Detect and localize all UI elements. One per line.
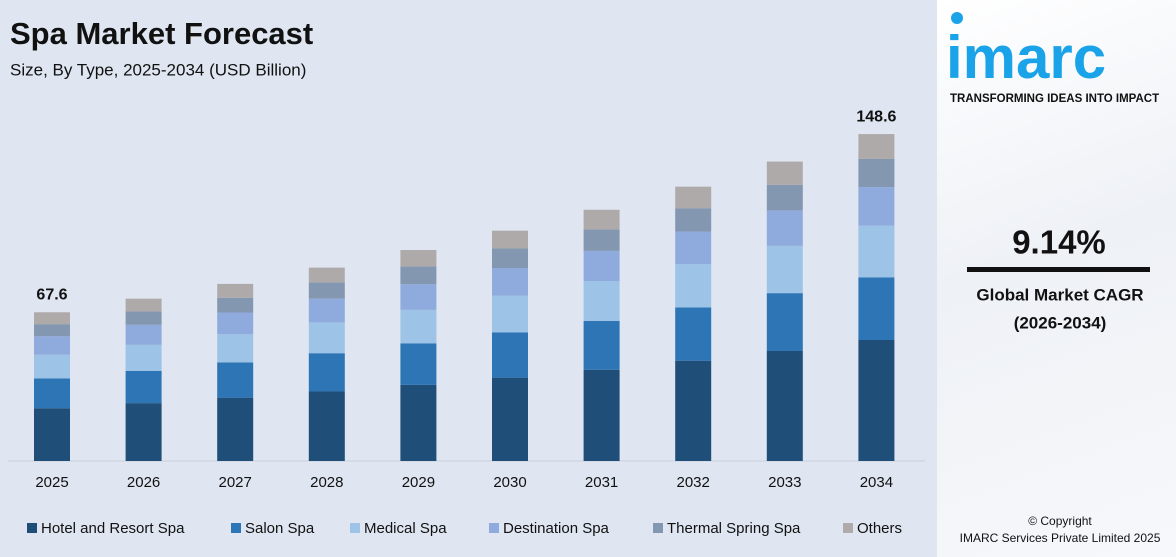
bar-segment (492, 377, 528, 461)
bar-segment (675, 360, 712, 461)
bar-segment (583, 320, 620, 370)
bar-segment (583, 209, 620, 230)
cagr-value: 9.14% (1012, 224, 1106, 261)
bar-segment (125, 298, 162, 312)
bar-segment (34, 408, 70, 461)
bar-segment (492, 230, 528, 249)
x-tick-label: 2030 (493, 474, 526, 491)
bar-segment (583, 250, 620, 282)
bar-segment (125, 324, 162, 345)
bar-segment (217, 297, 254, 313)
bar-segment (400, 384, 437, 461)
bar-segment (858, 225, 895, 278)
bar-segment (400, 266, 437, 285)
bar-segment (34, 378, 70, 409)
x-tick-label: 2025 (35, 474, 68, 491)
legend-swatch (489, 523, 499, 533)
legend-label: Thermal Spring Spa (667, 520, 801, 537)
bar-segment (766, 293, 803, 351)
bar-segment (675, 208, 712, 232)
legend-label: Salon Spa (245, 520, 315, 537)
legend-label: Destination Spa (503, 520, 610, 537)
bar-segment (34, 312, 70, 325)
bar-segment (858, 277, 895, 340)
bar-segment (308, 282, 345, 299)
bar-segment (308, 322, 345, 354)
x-tick-label: 2032 (677, 474, 710, 491)
copyright: © Copyright (1028, 514, 1092, 528)
bar-segment (766, 161, 803, 185)
cagr-rule (967, 267, 1150, 272)
bar-segment (217, 283, 254, 298)
bar-segment (125, 403, 162, 461)
bar-segment (675, 186, 712, 209)
tagline: TRANSFORMING IDEAS INTO IMPACT (950, 93, 1159, 105)
bar-segment (34, 354, 70, 379)
x-tick-label: 2034 (860, 474, 893, 491)
legend-label: Others (857, 520, 902, 537)
x-tick-label: 2026 (127, 474, 160, 491)
bar-segment (675, 264, 712, 308)
bar-segment (766, 184, 803, 211)
cagr-period: (2026-2034) (1014, 313, 1107, 332)
bar-segment (492, 268, 528, 296)
bar-segment (400, 284, 437, 310)
side-panel (937, 0, 1176, 557)
chart-title: Spa Market Forecast (10, 16, 313, 51)
legend-swatch (653, 523, 663, 533)
bar-segment (125, 344, 162, 371)
legend-swatch (231, 523, 241, 533)
bar-segment (400, 250, 437, 267)
chart-subtitle: Size, By Type, 2025-2034 (USD Billion) (10, 60, 306, 79)
bar-segment (400, 309, 437, 344)
bar-segment (125, 311, 162, 325)
bar-segment (766, 210, 803, 246)
bar-segment (583, 229, 620, 251)
bar-segment (217, 312, 254, 335)
legend-swatch (27, 523, 37, 533)
x-tick-label: 2031 (585, 474, 618, 491)
cagr-label: Global Market CAGR (976, 285, 1143, 304)
bar-segment (308, 298, 345, 323)
legend-label: Hotel and Resort Spa (41, 520, 185, 537)
legend-swatch (843, 523, 853, 533)
bar-segment (308, 391, 345, 461)
bar-segment (858, 187, 895, 226)
bar-segment (217, 334, 254, 363)
x-tick-label: 2029 (402, 474, 435, 491)
logo-dot (951, 12, 963, 24)
bar-segment (858, 158, 895, 188)
bar-segment (492, 248, 528, 269)
total-label: 148.6 (856, 108, 896, 125)
bar-segment (492, 295, 528, 333)
x-tick-label: 2028 (310, 474, 343, 491)
bar-segment (34, 336, 70, 355)
bar-segment (400, 343, 437, 385)
bar-segment (766, 245, 803, 294)
bar-segment (675, 231, 712, 265)
logo: imarc (946, 24, 1106, 91)
bar-segment (583, 281, 620, 321)
bar-segment (766, 351, 803, 461)
total-label: 67.6 (36, 286, 67, 303)
x-tick-label: 2033 (768, 474, 801, 491)
x-tick-label: 2027 (219, 474, 252, 491)
bar-segment (125, 370, 162, 404)
bar-segment (308, 353, 345, 392)
bar-segment (675, 307, 712, 361)
bar-segment (858, 134, 895, 159)
bar-segment (217, 362, 254, 398)
bar-segment (34, 324, 70, 337)
bar-segment (308, 267, 345, 283)
bar-segment (858, 340, 895, 461)
legend-label: Medical Spa (364, 520, 447, 537)
legend-swatch (350, 523, 360, 533)
company: IMARC Services Private Limited 2025 (960, 531, 1161, 545)
bar-segment (217, 397, 254, 461)
bar-segment (492, 332, 528, 378)
bar-segment (583, 369, 620, 461)
